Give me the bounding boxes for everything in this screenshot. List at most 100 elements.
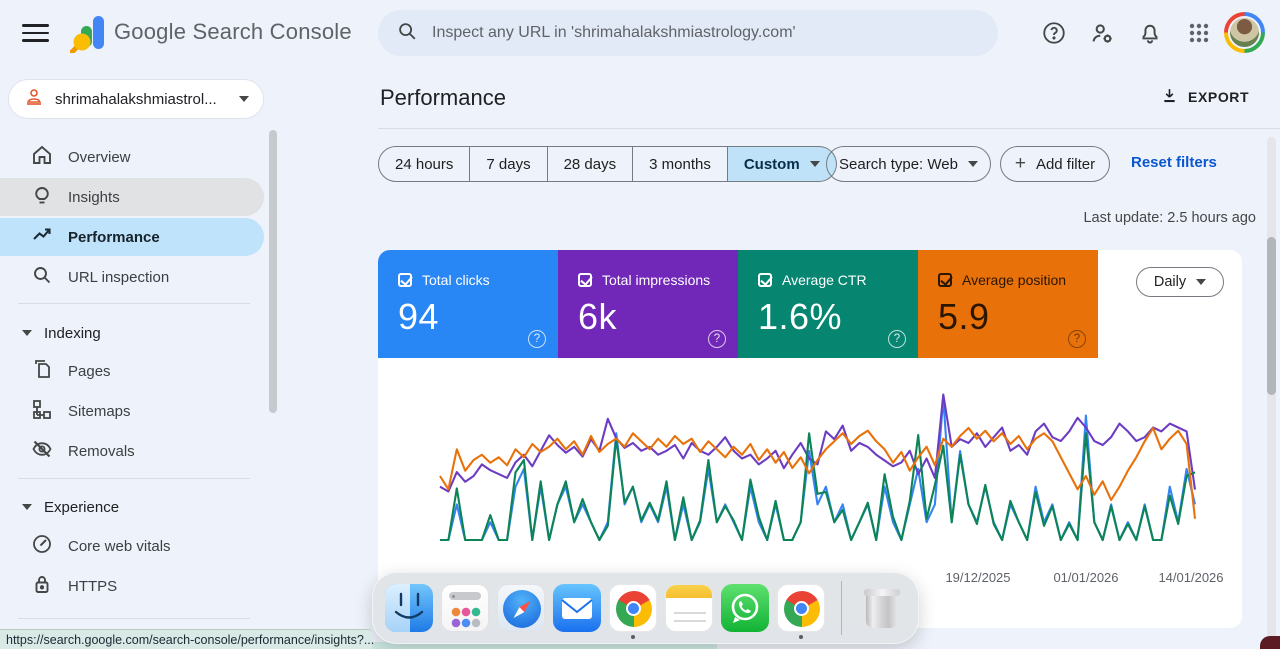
tab-3-months[interactable]: 3 months [633, 146, 728, 182]
sidebar-item-insights[interactable]: Insights [0, 178, 264, 216]
metric-card-average-ctr[interactable]: Average CTR 1.6% ? [738, 250, 918, 358]
chrome-icon[interactable] [609, 584, 657, 639]
search-console-logo-icon [69, 13, 110, 55]
chart-line-ctr [440, 432, 1196, 542]
tab-24-hours[interactable]: 24 hours [378, 146, 471, 182]
metric-card-total-clicks[interactable]: Total clicks 94 ? [378, 250, 558, 358]
property-name: shrimahalakshmiastrol... [55, 90, 217, 108]
checkbox-checked-icon[interactable] [578, 273, 592, 287]
export-button[interactable]: EXPORT [1160, 86, 1249, 108]
performance-panel: Total clicks 94 ? Total impressions 6k ?… [378, 250, 1242, 628]
caret-down-icon [967, 161, 978, 167]
x-axis-tick-label: 19/12/2025 [945, 570, 1010, 585]
apps-grid-icon[interactable] [1185, 19, 1213, 47]
search-type-dropdown[interactable]: Search type: Web [826, 146, 991, 182]
avatar-photo [1228, 16, 1261, 49]
x-axis-tick-label: 01/01/2026 [1053, 570, 1118, 585]
tab-7-days[interactable]: 7 days [470, 146, 548, 182]
metric-card-total-impressions[interactable]: Total impressions 6k ? [558, 250, 738, 358]
lock-icon [30, 572, 54, 600]
x-axis-tick-label: 14/01/2026 [1158, 570, 1223, 585]
mail-icon[interactable] [553, 584, 601, 632]
metric-value: 5.9 [938, 296, 990, 337]
caret-down-icon [809, 161, 820, 167]
home-icon [30, 143, 54, 171]
metric-value: 1.6% [758, 296, 843, 337]
date-range-tabs: 24 hours 7 days 28 days 3 months Custom [378, 146, 837, 182]
sidebar-item-performance[interactable]: Performance [0, 218, 264, 256]
add-filter-button[interactable]: + Add filter [1000, 146, 1110, 182]
product-name: Google Search Console [114, 19, 352, 44]
chart-line-position [439, 426, 1197, 519]
magnifier-icon [30, 263, 54, 291]
search-icon [396, 20, 418, 47]
sidebar-item-pages[interactable]: Pages [0, 352, 264, 390]
background-artifact [372, 642, 717, 649]
performance-chart[interactable]: 19/12/2025 01/01/2026 14/01/2026 [378, 358, 1242, 600]
page-title: Performance [380, 85, 506, 110]
sidebar-item-overview[interactable]: Overview [0, 138, 264, 176]
chrome-2-icon[interactable] [777, 584, 825, 639]
checkbox-checked-icon[interactable] [938, 273, 952, 287]
checkbox-checked-icon[interactable] [758, 273, 772, 287]
finder-icon[interactable] [385, 584, 433, 632]
menu-icon[interactable] [22, 24, 49, 42]
sidebar-item-sitemaps[interactable]: Sitemaps [0, 392, 264, 430]
sidebar-item-https[interactable]: HTTPS [0, 567, 264, 605]
help-icon[interactable]: ? [888, 330, 906, 348]
running-indicator [799, 635, 803, 639]
browser-status-bar: https://search.google.com/search-console… [0, 629, 375, 649]
dock-separator [841, 581, 842, 635]
help-icon[interactable]: ? [708, 330, 726, 348]
status-url: https://search.google.com/search-console… [6, 632, 375, 647]
tab-custom[interactable]: Custom [727, 146, 837, 182]
sidebar-item-url-inspection[interactable]: URL inspection [0, 258, 264, 296]
last-update-text: Last update: 2.5 hours ago [1083, 210, 1256, 226]
tab-28-days[interactable]: 28 days [547, 146, 634, 182]
trash-icon[interactable] [858, 584, 906, 632]
chevron-down-icon [239, 96, 249, 102]
sidebar-section-indexing[interactable]: Indexing [0, 318, 264, 348]
top-bar: Google Search Console [0, 0, 1280, 66]
property-favicon [23, 85, 45, 113]
help-icon[interactable] [1040, 19, 1068, 47]
sidebar-divider [18, 478, 250, 479]
reset-filters-link[interactable]: Reset filters [1131, 154, 1217, 171]
pages-icon [30, 357, 54, 385]
chart-line-impressions [439, 393, 1197, 493]
property-selector[interactable]: shrimahalakshmiastrol... [8, 79, 264, 119]
eye-off-icon [30, 437, 54, 465]
checkbox-checked-icon[interactable] [398, 273, 412, 287]
granularity-dropdown[interactable]: Daily [1136, 267, 1224, 297]
background-artifact [1260, 636, 1280, 649]
help-icon[interactable]: ? [528, 330, 546, 348]
caret-down-icon [22, 504, 32, 510]
url-inspect-searchbox[interactable] [378, 10, 998, 56]
launchpad-icon[interactable] [441, 584, 489, 632]
help-icon[interactable]: ? [1068, 330, 1086, 348]
account-avatar[interactable] [1224, 12, 1265, 53]
sidebar-item-core-web-vitals[interactable]: Core web vitals [0, 527, 264, 565]
notes-icon[interactable] [665, 584, 713, 632]
download-icon [1160, 86, 1179, 108]
main-scrollbar-thumb[interactable] [1267, 237, 1276, 395]
sidebar-section-experience[interactable]: Experience [0, 492, 264, 522]
user-settings-icon[interactable] [1088, 19, 1116, 47]
caret-down-icon [1196, 279, 1207, 285]
metric-value: 6k [578, 296, 618, 337]
header-divider [378, 128, 1280, 129]
notifications-bell-icon[interactable] [1136, 19, 1164, 47]
sidebar-divider [18, 303, 250, 304]
gauge-icon [30, 532, 54, 560]
sitemap-icon [30, 397, 54, 425]
sidebar-item-removals[interactable]: Removals [0, 432, 264, 470]
metric-card-average-position[interactable]: Average position 5.9 ? [918, 250, 1098, 358]
caret-down-icon [22, 330, 32, 336]
search-input[interactable] [432, 24, 980, 42]
sidebar-scrollbar[interactable] [269, 130, 277, 413]
whatsapp-icon[interactable] [721, 584, 769, 632]
chart-line-clicks [440, 396, 1197, 542]
lightbulb-icon [30, 183, 54, 211]
trend-up-icon [30, 223, 54, 251]
safari-icon[interactable] [497, 584, 545, 632]
